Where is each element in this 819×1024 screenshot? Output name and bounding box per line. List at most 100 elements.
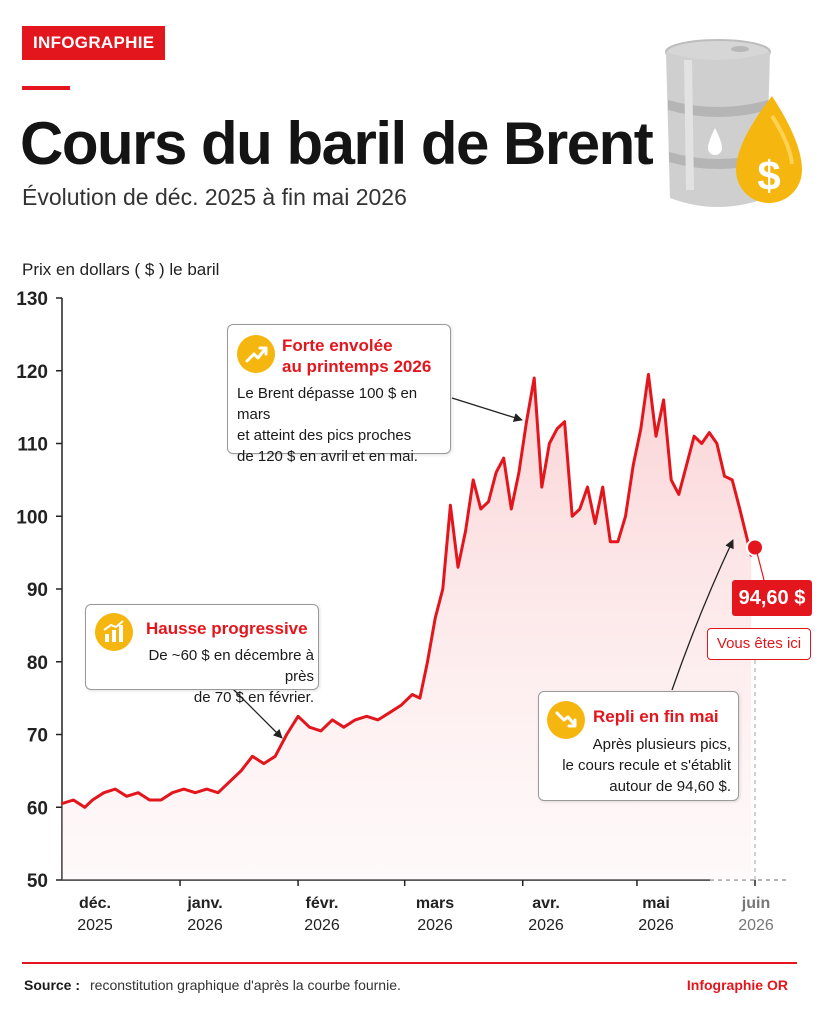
y-axis: 130 120 110 100 90 80 70 60 50 xyxy=(16,289,63,892)
price-point xyxy=(609,540,612,543)
price-point xyxy=(239,769,243,773)
price-point xyxy=(533,376,536,380)
price-point xyxy=(502,456,505,460)
price-point xyxy=(670,478,673,482)
y-tick-label: 90 xyxy=(27,580,48,601)
x-month-label: avr. xyxy=(532,895,560,912)
price-point xyxy=(194,791,197,794)
x-year-label: 2025 xyxy=(77,917,113,934)
price-point xyxy=(464,529,467,532)
price-point xyxy=(662,398,665,402)
price-point xyxy=(563,420,566,423)
price-point xyxy=(308,726,311,729)
x-year-label: 2026 xyxy=(187,917,223,934)
oil-drop-dollar-icon: $ xyxy=(736,96,802,203)
x-month-label: juin xyxy=(741,895,770,912)
price-point xyxy=(171,791,174,794)
price-point xyxy=(555,427,559,431)
price-point xyxy=(578,507,581,511)
price-point xyxy=(205,787,208,791)
current-price-marker xyxy=(746,538,764,557)
price-point xyxy=(708,431,711,434)
price-point xyxy=(83,806,87,809)
x-axis: déc. 2025 janv. 2026 févr. 2026 mars 2026 avr. 20… xyxy=(62,879,790,934)
y-tick-label: 100 xyxy=(16,507,48,528)
x-month-label: mars xyxy=(416,895,454,912)
y-tick-label: 130 xyxy=(16,289,48,310)
price-point xyxy=(274,755,277,758)
current-label-connector xyxy=(753,540,765,581)
price-point xyxy=(738,507,741,511)
y-tick-label: 60 xyxy=(27,798,48,819)
price-point xyxy=(525,420,528,423)
price-point xyxy=(548,442,551,445)
price-point xyxy=(586,485,589,489)
y-tick-label: 50 xyxy=(27,871,48,892)
price-point xyxy=(677,493,680,496)
trend-down-icon xyxy=(547,701,585,739)
x-year-label: 2026 xyxy=(528,917,564,934)
price-point xyxy=(285,733,288,736)
price-point xyxy=(601,485,604,489)
price-point xyxy=(114,787,117,791)
source-text: reconstitution graphique d'après la cour… xyxy=(90,977,401,993)
page-subtitle: Évolution de déc. 2025 à fin mai 2026 xyxy=(22,184,407,210)
y-tick-label: 110 xyxy=(17,435,48,456)
price-point xyxy=(72,798,75,802)
x-month-label: févr. xyxy=(306,895,339,912)
rise-callout-title: Hausse progressive xyxy=(146,619,308,638)
y-tick-label: 120 xyxy=(16,362,48,383)
bar-chart-up-icon xyxy=(95,613,133,651)
price-point xyxy=(723,475,726,478)
price-point xyxy=(91,798,94,802)
svg-text:$: $ xyxy=(757,152,780,199)
price-point xyxy=(449,504,452,507)
price-point xyxy=(616,540,620,543)
price-point xyxy=(426,660,429,663)
drop-callout-text: Après plusieurs pics, le cours recule et… xyxy=(562,736,731,795)
y-tick-label: 80 xyxy=(27,653,48,674)
price-point xyxy=(494,471,498,474)
page-title: Cours du baril de Brent xyxy=(20,110,654,177)
trend-up-icon xyxy=(237,335,275,373)
spring-surge-callout: Forte envolée au printemps 2026 Le Brent… xyxy=(227,324,451,465)
price-point xyxy=(102,791,106,794)
price-point xyxy=(624,515,627,518)
price-point xyxy=(319,729,323,733)
drop-callout-arrow xyxy=(671,539,734,691)
price-point xyxy=(376,718,380,722)
price-point xyxy=(182,787,185,791)
drop-callout-title: Repli en fin mai xyxy=(593,707,719,726)
price-point xyxy=(125,795,128,798)
x-year-label: 2026 xyxy=(304,917,340,934)
price-point xyxy=(487,500,490,503)
price-point xyxy=(632,464,635,467)
price-point xyxy=(137,791,140,794)
price-point xyxy=(60,802,64,805)
price-point xyxy=(216,791,220,794)
price-point xyxy=(342,726,345,729)
price-point xyxy=(228,780,231,783)
x-month-label: déc. xyxy=(79,895,111,912)
price-point xyxy=(411,693,414,696)
price-point xyxy=(365,715,368,718)
price-points xyxy=(60,373,753,809)
x-year-label: 2026 xyxy=(638,917,674,934)
price-point xyxy=(159,798,163,802)
price-point xyxy=(510,507,513,511)
spring-callout-arrow xyxy=(451,397,523,422)
price-point xyxy=(331,718,334,722)
price-point xyxy=(354,718,357,722)
x-month-label: janv. xyxy=(186,895,222,912)
x-month-label: mai xyxy=(642,895,670,912)
price-point xyxy=(517,471,521,474)
rise-callout-arrow xyxy=(231,687,283,739)
late-may-drop-callout: Repli en fin mai Après plusieurs pics, l… xyxy=(538,691,739,801)
price-point xyxy=(399,704,403,707)
price-point xyxy=(441,587,444,591)
price-point xyxy=(456,566,460,569)
spring-callout-text: Le Brent dépasse 100 $ en mars et attein… xyxy=(237,385,418,465)
progressive-rise-callout: Hausse progressive De ~60 $ en décembre … xyxy=(85,604,319,706)
price-point xyxy=(731,478,734,482)
y-tick-label: 70 xyxy=(27,726,48,747)
